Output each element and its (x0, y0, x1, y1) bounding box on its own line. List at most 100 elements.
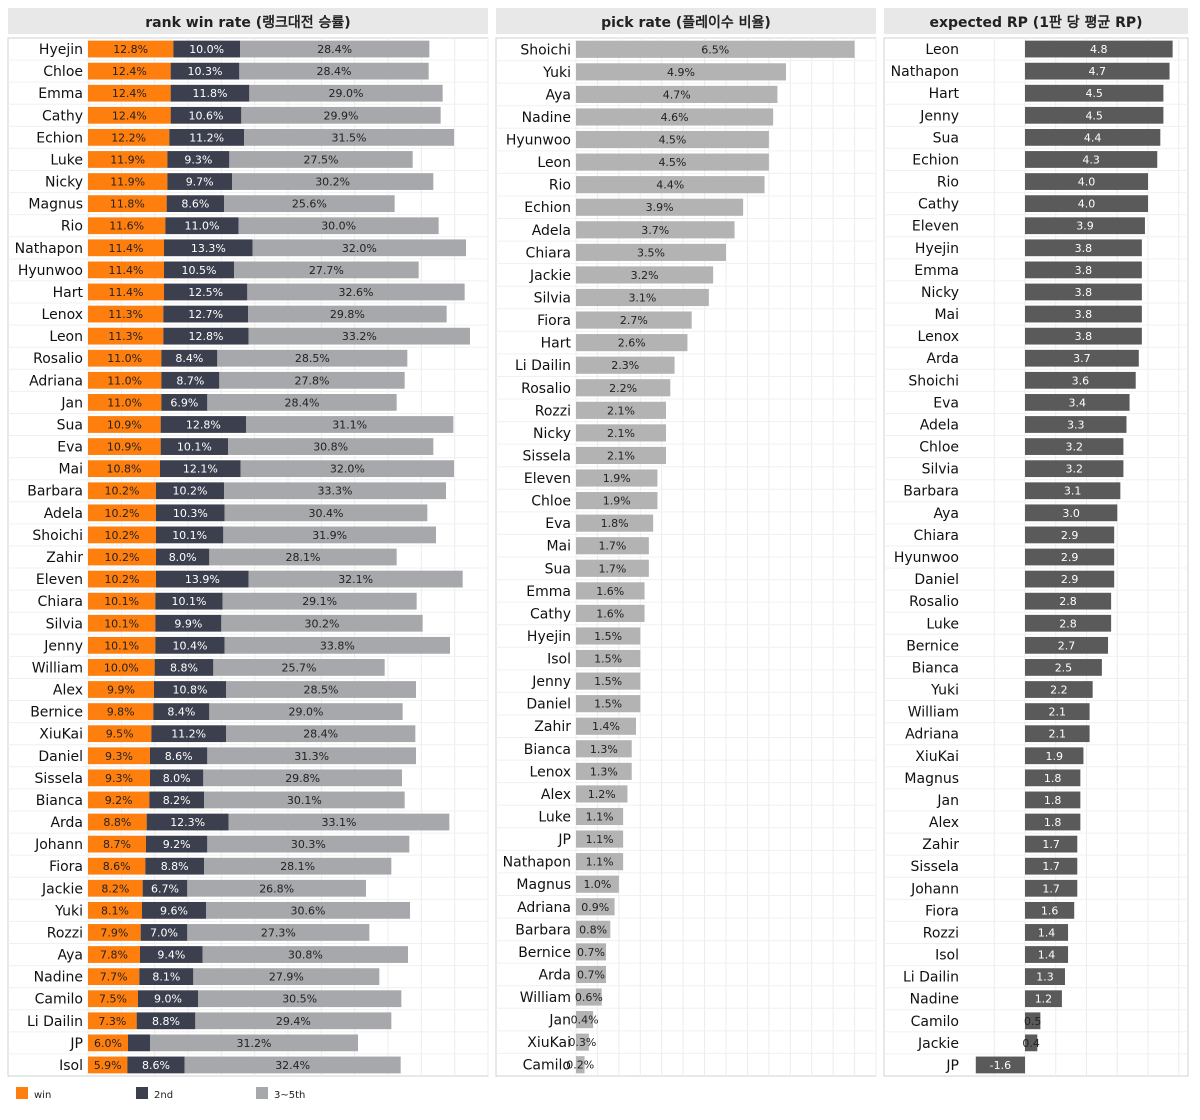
value-label-3-5th-eva: 30.8% (313, 441, 348, 454)
value-label-3-5th-nadine: 27.9% (269, 971, 304, 984)
bar-chloe (1025, 438, 1124, 455)
value-label-william: 2.1 (1049, 706, 1067, 719)
value-label-3-5th-jp: 31.2% (237, 1037, 272, 1050)
value-label-2nd-yuki: 9.6% (160, 904, 188, 917)
bar-3-5th-william (213, 659, 385, 676)
category-label-camilo: Camilo (35, 992, 83, 1008)
bar-shoichi (1025, 371, 1136, 389)
value-label-win-eleven: 10.2% (105, 573, 140, 586)
category-label-yuki: Yuki (930, 683, 959, 699)
bar-2nd-aya (140, 946, 203, 963)
bar-rozzi (576, 401, 666, 419)
bar-jenny (576, 672, 641, 690)
value-label-3-5th-hyunwoo: 27.7% (309, 264, 344, 277)
value-label-3-5th-echion: 31.5% (332, 131, 367, 144)
category-label-johann: Johann (34, 837, 83, 853)
bar-win-yuki (88, 901, 142, 919)
legend-swatch-win (16, 1087, 28, 1099)
category-label-silvia: Silvia (534, 291, 571, 307)
bar-win-chiara (88, 592, 156, 610)
bar-3-5th-luke (229, 151, 413, 168)
bar-2nd-mai (160, 460, 241, 478)
bar-2nd-bernice (153, 703, 210, 720)
bar-win-leon (88, 327, 164, 345)
category-label-chloe: Chloe (919, 440, 959, 456)
value-label-3-5th-johann: 30.3% (291, 838, 326, 851)
bar-yuki (576, 63, 786, 81)
value-label-barbara: 0.8% (579, 923, 607, 936)
bar-camilo (1025, 1012, 1041, 1030)
value-label-2nd-jackie: 6.7% (151, 882, 179, 895)
value-label-win-sissela: 9.3% (105, 772, 133, 785)
value-label-yuki: 2.2 (1050, 684, 1068, 697)
value-label-adriana: 2.1 (1049, 728, 1067, 741)
bar-nadine (1025, 990, 1062, 1008)
category-label-eleven: Eleven (524, 471, 571, 487)
bar-win-camilo (88, 990, 138, 1008)
legend-swatch-2nd (136, 1087, 148, 1099)
bar-2nd-zahir (156, 548, 210, 566)
bar-jackie (576, 266, 714, 284)
category-label-magnus: Magnus (516, 877, 571, 893)
panel-title-pick-rate: pick rate (플레이수 비율) (601, 14, 771, 31)
value-label-win-eva: 10.9% (107, 441, 142, 454)
value-label-3-5th-hyejin: 28.4% (317, 43, 352, 56)
category-label-jenny: Jenny (531, 674, 571, 690)
value-label-isol: 1.5% (594, 653, 622, 666)
value-label-daniel: 1.5% (594, 698, 622, 711)
category-label-rio: Rio (549, 178, 571, 194)
value-label-3-5th-chiara: 29.1% (302, 595, 337, 608)
bar-cathy (1025, 195, 1149, 213)
value-label-3-5th-fiora: 28.1% (280, 860, 315, 873)
bar-win-hyejin (88, 40, 174, 58)
bar-adela (576, 221, 735, 239)
category-label-eleven: Eleven (36, 572, 83, 588)
bar-3-5th-magnus (224, 195, 395, 213)
bar-2nd-rozzi (140, 924, 188, 941)
bar-3-5th-camilo (198, 990, 402, 1008)
value-label-magnus: 1.8 (1044, 772, 1062, 785)
bar-jenny (1025, 106, 1164, 124)
value-label-3-5th-adela: 30.4% (309, 507, 344, 520)
value-label-win-rosalio: 11.0% (107, 352, 142, 365)
bar-hyunwoo (576, 130, 769, 149)
value-label-barbara: 3.1 (1064, 485, 1082, 498)
value-label-echion: 4.3 (1082, 153, 1100, 166)
value-label-hyejin: 1.5% (594, 630, 622, 643)
category-label-adela: Adela (44, 506, 83, 522)
category-label-nathapon: Nathapon (15, 241, 83, 257)
bar-2nd-arda (146, 813, 229, 831)
category-label-bianca: Bianca (912, 660, 959, 676)
value-label-3-5th-leon: 33.2% (342, 330, 377, 343)
value-label-rio: 4.0 (1078, 176, 1096, 189)
category-label-cathy: Cathy (42, 108, 83, 124)
category-label-hyejin: Hyejin (39, 42, 83, 58)
category-label-chiara: Chiara (38, 594, 83, 610)
value-label-2nd-lenox: 12.7% (188, 308, 223, 321)
category-label-jan: Jan (548, 1013, 571, 1029)
bar-win-jackie (88, 879, 143, 897)
value-label-win-silvia: 10.1% (104, 617, 139, 630)
bar-win-shoichi (88, 526, 156, 544)
bar-win-alex (88, 681, 154, 698)
bar-win-magnus (88, 195, 167, 213)
value-label-win-luke: 11.9% (110, 153, 145, 166)
bar-alex (576, 785, 628, 803)
value-label-lenox: 1.3% (590, 765, 618, 778)
bar-3-5th-jp (150, 1034, 358, 1052)
category-label-echion: Echion (912, 152, 959, 168)
value-label-nathapon: 1.1% (586, 856, 614, 869)
bar-3-5th-hyejin (240, 40, 430, 58)
value-label-xiukai: 0.3% (568, 1036, 596, 1049)
category-label-william: William (520, 990, 571, 1006)
value-label-3-5th-rosalio: 28.5% (295, 352, 330, 365)
value-label-li-dailin: 1.3 (1036, 971, 1054, 984)
category-label-nicky: Nicky (45, 175, 83, 191)
value-label-3-5th-william: 25.7% (282, 661, 317, 674)
bar-2nd-adela (156, 504, 225, 522)
category-label-rio: Rio (61, 219, 83, 235)
value-label-win-barbara: 10.2% (105, 485, 140, 498)
category-label-yuki: Yuki (54, 903, 83, 919)
bar-win-jp (88, 1034, 128, 1052)
bar-2nd-hyejin (173, 40, 240, 58)
